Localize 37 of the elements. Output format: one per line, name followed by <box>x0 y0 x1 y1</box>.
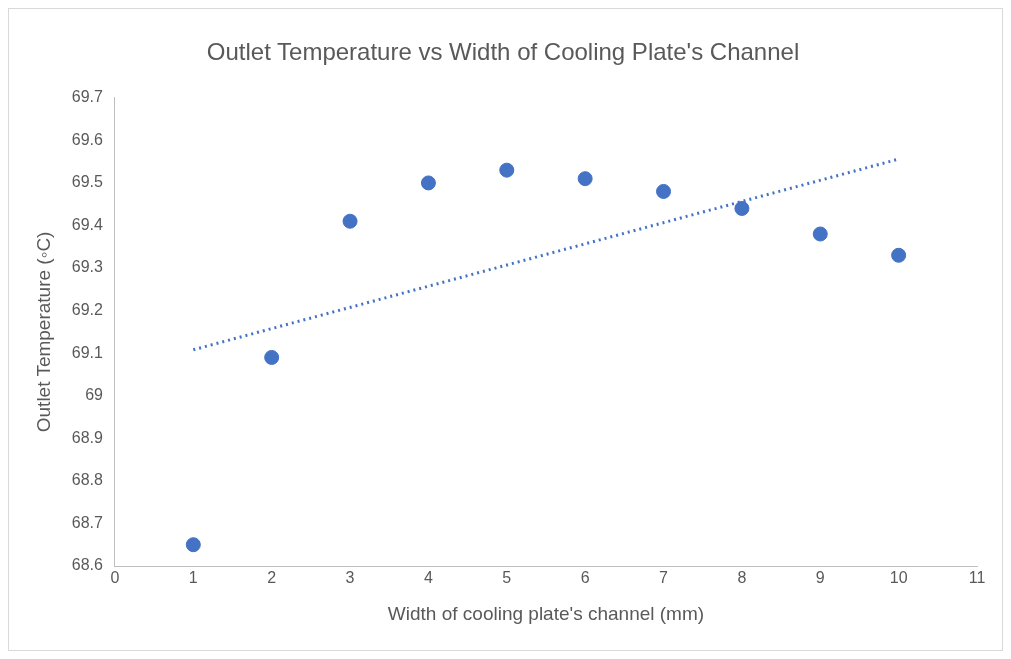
x-tick-label: 10 <box>889 569 908 587</box>
y-tick-label: 69.4 <box>71 215 104 233</box>
y-tick-label: 69.7 <box>71 88 104 106</box>
chart-title: Outlet Temperature vs Width of Cooling Plate's Channel <box>206 38 800 66</box>
x-tick-label: 9 <box>815 569 825 587</box>
x-tick-label: 8 <box>737 569 747 587</box>
x-tick-label: 0 <box>110 569 120 587</box>
y-tick-label: 69.2 <box>71 301 104 319</box>
y-tick-label: 68.7 <box>71 513 104 531</box>
x-tick-label: 5 <box>502 569 512 587</box>
point <box>342 213 358 229</box>
x-tick-label: 6 <box>580 569 590 587</box>
point <box>812 226 828 242</box>
x-tick-label: 3 <box>345 569 355 587</box>
point <box>185 537 201 553</box>
x-tick-label: 11 <box>968 569 986 587</box>
point <box>499 162 515 178</box>
point <box>656 183 672 199</box>
y-tick-label: 69.6 <box>71 130 104 148</box>
x-tick-label: 7 <box>659 569 669 587</box>
point <box>734 200 750 216</box>
y-tick-label: 69.3 <box>71 258 104 276</box>
y-tick-label: 68.9 <box>71 428 104 446</box>
y-tick-label: 69 <box>85 386 104 404</box>
point <box>264 349 280 365</box>
point <box>577 171 593 187</box>
point <box>420 175 436 191</box>
y-tick-label: 69.1 <box>71 343 104 361</box>
y-tick-label: 69.5 <box>71 173 104 191</box>
x-tick-label: 2 <box>267 569 277 587</box>
y-axis-title: Outlet Temperature (◦C) <box>32 231 54 433</box>
y-tick-label: 68.8 <box>71 471 104 489</box>
x-tick-label: 1 <box>188 569 198 587</box>
x-tick-label: 4 <box>423 569 433 587</box>
x-axis-title: Width of cooling plate's channel (mm) <box>387 602 705 624</box>
y-tick-label: 68.6 <box>71 556 104 574</box>
point <box>891 247 907 263</box>
